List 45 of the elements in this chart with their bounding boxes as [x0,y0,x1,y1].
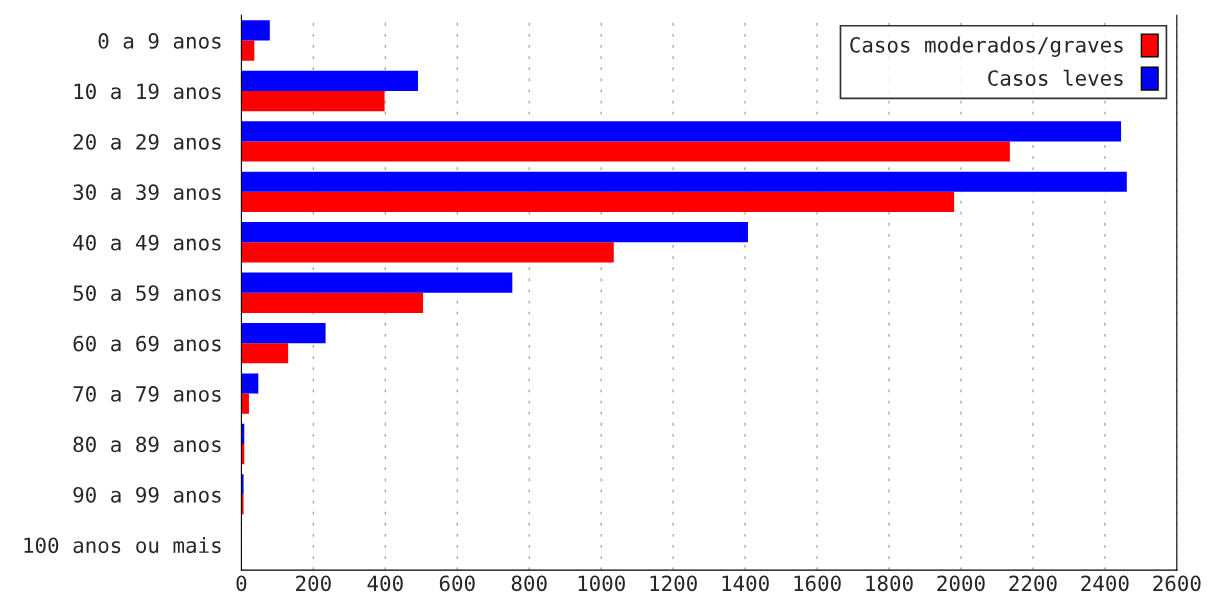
x-tick-label: 600 [439,575,475,592]
bar [241,393,249,414]
y-tick-label: 90 a 99 anos [73,486,221,503]
y-tick-label: 30 a 39 anos [73,184,221,201]
bar [241,121,1122,142]
y-tick-label: 40 a 49 anos [73,234,221,251]
bar [241,494,244,515]
bar [241,20,270,41]
y-tick-label: 70 a 79 anos [73,386,221,402]
bar [241,191,955,213]
x-tick-label: 1000 [578,575,625,592]
x-tick-label: 2000 [937,575,985,592]
x-tick-label: 2600 [1153,575,1201,592]
x-tick-label: 1600 [794,575,841,592]
x-tick-label: 1400 [722,575,769,592]
bar [241,292,424,313]
x-tick-label: 400 [367,575,403,592]
y-tick-label: 50 a 59 anos [73,285,221,301]
y-tick-label: 0 a 9 anos [98,33,221,49]
x-tick-label: 2200 [1009,575,1057,592]
y-tick-label: 80 a 89 anos [73,436,221,453]
y-tick-label: 100 anos ou mais [24,537,221,554]
x-tick-label: 1800 [866,575,913,592]
x-tick-label: 2400 [1081,575,1129,592]
bar [241,343,289,364]
x-tick-label: 1200 [650,575,697,592]
bar [241,322,326,344]
x-tick-label: 0 [236,575,247,592]
bar [241,171,1127,192]
bar [241,272,513,293]
x-tick-label: 200 [296,575,331,592]
bar [241,242,614,263]
y-tick-label: 10 a 19 anos [74,83,221,100]
bar [241,40,255,61]
bar [241,90,385,112]
legend-label: Casos moderados/graves [850,36,1123,57]
bar [241,474,244,495]
legend-label: Casos leves [988,69,1123,86]
bar [241,373,259,394]
y-tick-label: 60 a 69 anos [73,335,221,352]
x-tick-label: 800 [511,575,547,592]
bar [241,141,1010,162]
y-tick-label: 20 a 29 anos [73,133,221,150]
bar [241,70,419,91]
bar [241,222,748,243]
